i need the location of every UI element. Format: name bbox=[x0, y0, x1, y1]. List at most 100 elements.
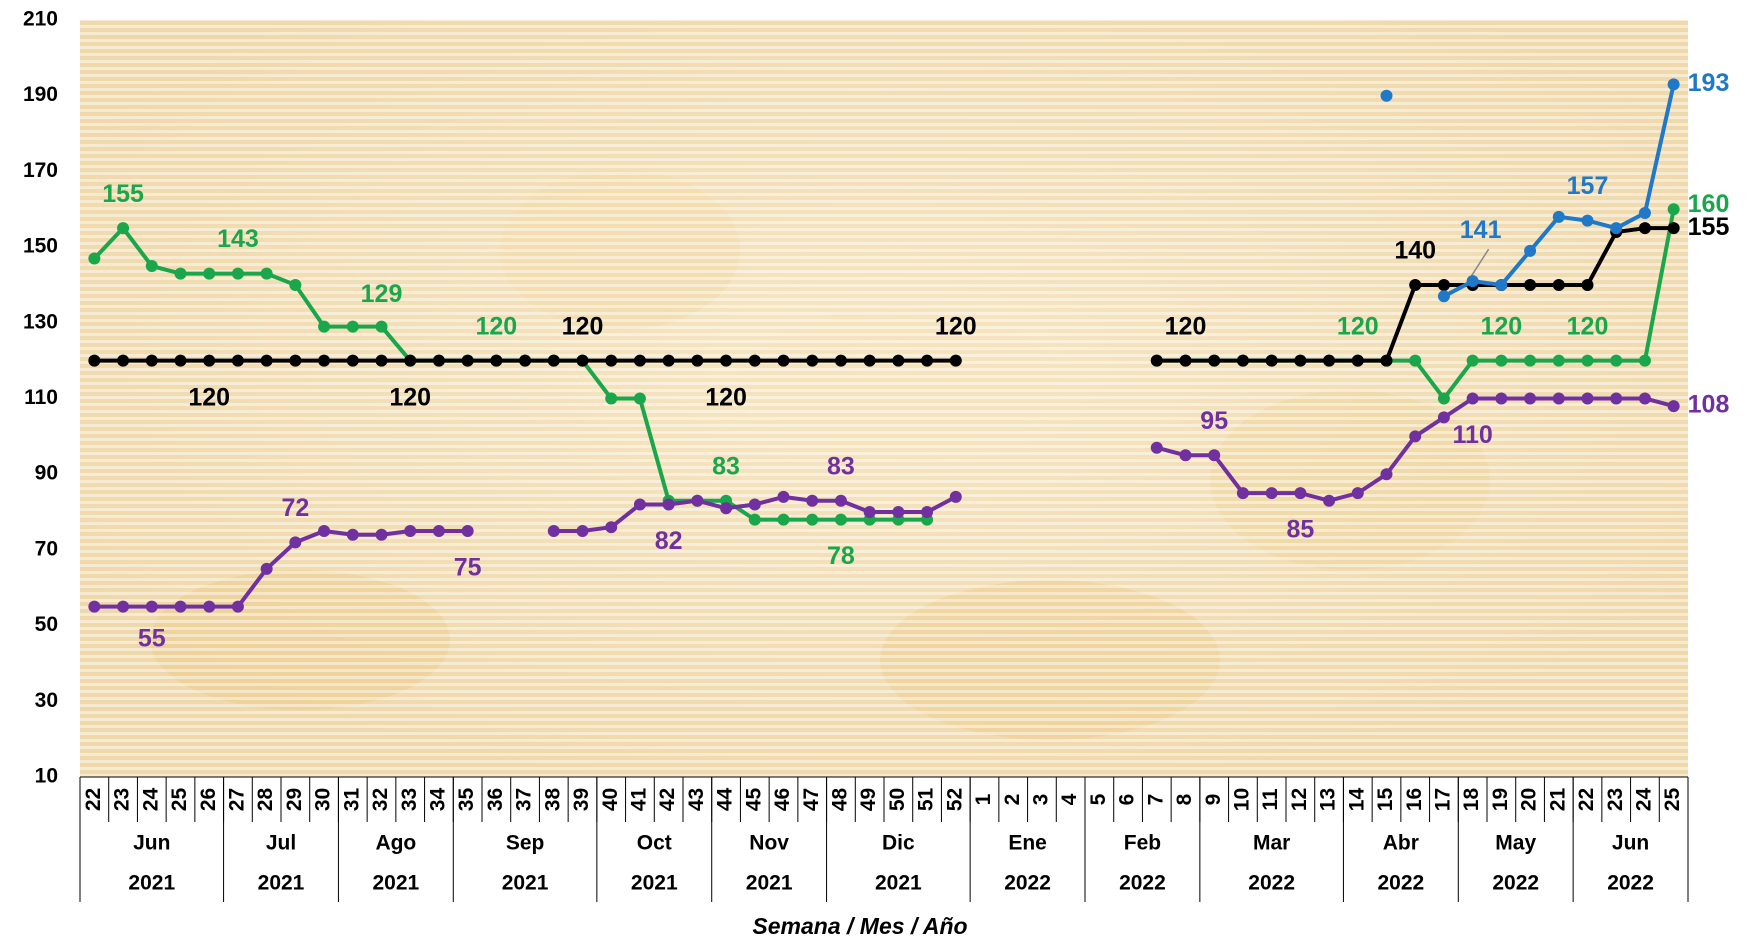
x-tick-label: 4 bbox=[1058, 793, 1081, 805]
x-tick-label: 36 bbox=[484, 788, 507, 811]
data-point bbox=[145, 260, 158, 273]
x-tick-label: 30 bbox=[312, 788, 335, 811]
x-tick-label: 43 bbox=[685, 788, 708, 811]
data-point bbox=[346, 354, 359, 367]
x-tick-label: 1 bbox=[972, 793, 995, 805]
data-point bbox=[605, 354, 618, 367]
month-label: Ene bbox=[1008, 832, 1047, 855]
x-tick-label: 9 bbox=[1202, 794, 1225, 806]
data-point bbox=[375, 354, 388, 367]
data-point bbox=[1294, 487, 1307, 500]
data-point bbox=[1380, 89, 1393, 102]
y-tick-label: 90 bbox=[35, 462, 58, 485]
year-label: 2021 bbox=[128, 872, 175, 895]
data-point bbox=[231, 600, 244, 613]
data-point bbox=[1581, 392, 1594, 405]
x-tick-label: 26 bbox=[197, 788, 220, 811]
x-tick-label: 15 bbox=[1374, 788, 1397, 812]
data-point bbox=[806, 513, 819, 526]
data-point bbox=[375, 320, 388, 333]
data-point bbox=[1495, 278, 1508, 291]
data-point bbox=[1552, 278, 1565, 291]
data-point bbox=[289, 278, 302, 291]
data-point bbox=[1179, 354, 1192, 367]
year-label: 2022 bbox=[1248, 872, 1295, 895]
data-point bbox=[1351, 487, 1364, 500]
data-point bbox=[346, 320, 359, 333]
data-point bbox=[777, 513, 790, 526]
data-label: 108 bbox=[1688, 391, 1730, 419]
data-point bbox=[1667, 203, 1680, 216]
x-tick-label: 24 bbox=[1632, 788, 1655, 812]
data-point bbox=[318, 524, 331, 537]
data-point bbox=[1437, 278, 1450, 291]
x-tick-label: 48 bbox=[828, 788, 851, 812]
data-point bbox=[1323, 354, 1336, 367]
data-point bbox=[117, 600, 130, 613]
data-point bbox=[231, 354, 244, 367]
x-axis-title: Semana / Mes / Año bbox=[752, 913, 967, 939]
x-tick-label: 34 bbox=[426, 788, 449, 812]
data-point bbox=[1581, 278, 1594, 291]
data-point bbox=[605, 392, 618, 405]
data-point bbox=[633, 498, 646, 511]
month-label: Jun bbox=[1612, 832, 1649, 855]
y-tick-label: 190 bbox=[23, 83, 58, 106]
y-tick-label: 170 bbox=[23, 159, 58, 182]
x-tick-label: 7 bbox=[1144, 794, 1167, 806]
data-point bbox=[834, 513, 847, 526]
data-point bbox=[1524, 354, 1537, 367]
data-point bbox=[1409, 354, 1422, 367]
data-label: 120 bbox=[475, 312, 517, 340]
data-point bbox=[1351, 354, 1364, 367]
data-point bbox=[1236, 354, 1249, 367]
x-tick-label: 10 bbox=[1230, 788, 1253, 811]
year-label: 2022 bbox=[1492, 872, 1539, 895]
data-point bbox=[404, 524, 417, 537]
x-tick-label: 5 bbox=[1087, 793, 1110, 805]
data-point bbox=[1610, 392, 1623, 405]
x-tick-label: 8 bbox=[1173, 793, 1196, 805]
data-point bbox=[1667, 78, 1680, 91]
data-point bbox=[691, 494, 704, 507]
data-label: 140 bbox=[1394, 237, 1436, 265]
data-point bbox=[1552, 392, 1565, 405]
x-tick-label: 21 bbox=[1546, 788, 1569, 812]
data-point bbox=[633, 392, 646, 405]
data-label: 120 bbox=[188, 383, 230, 411]
data-point bbox=[748, 498, 761, 511]
x-tick-label: 11 bbox=[1259, 788, 1282, 811]
month-label: Mar bbox=[1253, 832, 1290, 855]
data-point bbox=[863, 506, 876, 519]
data-point bbox=[1150, 354, 1163, 367]
x-tick-label: 25 bbox=[1661, 788, 1684, 812]
data-point bbox=[461, 354, 474, 367]
x-tick-label: 46 bbox=[771, 788, 794, 811]
data-point bbox=[662, 498, 675, 511]
data-point bbox=[461, 524, 474, 537]
data-label: 129 bbox=[361, 280, 403, 308]
data-point bbox=[1581, 214, 1594, 227]
x-tick-label: 17 bbox=[1431, 788, 1454, 811]
data-point bbox=[834, 354, 847, 367]
data-label: 72 bbox=[281, 494, 309, 522]
data-point bbox=[863, 354, 876, 367]
data-point bbox=[432, 354, 445, 367]
data-point bbox=[777, 490, 790, 503]
data-point bbox=[1265, 354, 1278, 367]
label-leader bbox=[1470, 248, 1490, 278]
x-tick-label: 19 bbox=[1489, 788, 1512, 811]
data-point bbox=[1466, 275, 1479, 288]
x-tick-label: 14 bbox=[1345, 788, 1368, 812]
data-point bbox=[1150, 441, 1163, 454]
data-point bbox=[892, 354, 905, 367]
data-point bbox=[806, 494, 819, 507]
data-label: 143 bbox=[217, 225, 259, 253]
month-label: Nov bbox=[749, 832, 789, 855]
data-label: 141 bbox=[1460, 216, 1502, 244]
year-label: 2021 bbox=[875, 872, 922, 895]
data-label: 78 bbox=[827, 542, 855, 570]
data-point bbox=[547, 524, 560, 537]
data-point bbox=[892, 506, 905, 519]
